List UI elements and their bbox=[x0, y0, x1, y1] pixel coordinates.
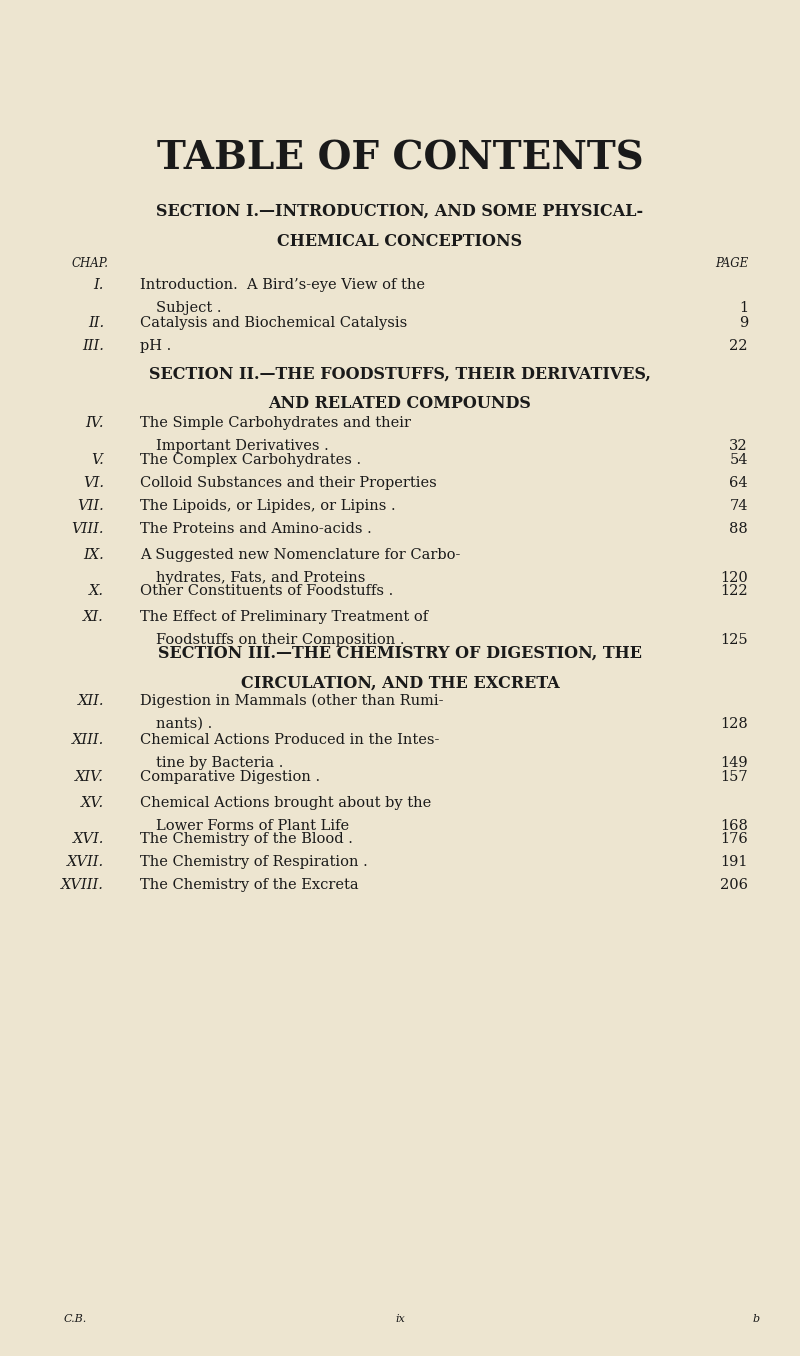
Text: tine by Bacteria .: tine by Bacteria . bbox=[156, 757, 283, 770]
Text: VIII.: VIII. bbox=[71, 522, 104, 536]
Text: 22: 22 bbox=[730, 339, 748, 353]
Text: The Effect of Preliminary Treatment of: The Effect of Preliminary Treatment of bbox=[140, 610, 428, 624]
Text: SECTION III.—THE CHEMISTRY OF DIGESTION, THE: SECTION III.—THE CHEMISTRY OF DIGESTION,… bbox=[158, 644, 642, 662]
Text: 157: 157 bbox=[720, 770, 748, 784]
Text: X.: X. bbox=[89, 584, 104, 598]
Text: 32: 32 bbox=[730, 439, 748, 453]
Text: II.: II. bbox=[88, 316, 104, 330]
Text: CHEMICAL CONCEPTIONS: CHEMICAL CONCEPTIONS bbox=[278, 232, 522, 250]
Text: ix: ix bbox=[395, 1314, 405, 1325]
Text: SECTION II.—THE FOODSTUFFS, THEIR DERIVATIVES,: SECTION II.—THE FOODSTUFFS, THEIR DERIVA… bbox=[149, 365, 651, 382]
Text: A Suggested new Nomenclature for Carbo-: A Suggested new Nomenclature for Carbo- bbox=[140, 548, 460, 561]
Text: Catalysis and Biochemical Catalysis: Catalysis and Biochemical Catalysis bbox=[140, 316, 407, 330]
Text: SECTION I.—INTRODUCTION, AND SOME PHYSICAL-: SECTION I.—INTRODUCTION, AND SOME PHYSIC… bbox=[157, 202, 643, 220]
Text: The Lipoids, or Lipides, or Lipins .: The Lipoids, or Lipides, or Lipins . bbox=[140, 499, 396, 513]
Text: 191: 191 bbox=[721, 856, 748, 869]
Text: Lower Forms of Plant Life: Lower Forms of Plant Life bbox=[156, 819, 349, 833]
Text: 125: 125 bbox=[720, 633, 748, 647]
Text: The Chemistry of Respiration .: The Chemistry of Respiration . bbox=[140, 856, 368, 869]
Text: VI.: VI. bbox=[83, 476, 104, 490]
Text: Colloid Substances and their Properties: Colloid Substances and their Properties bbox=[140, 476, 437, 490]
Text: 168: 168 bbox=[720, 819, 748, 833]
Text: The Complex Carbohydrates .: The Complex Carbohydrates . bbox=[140, 453, 361, 466]
Text: 1: 1 bbox=[739, 301, 748, 315]
Text: C.B.: C.B. bbox=[64, 1314, 87, 1325]
Text: V.: V. bbox=[91, 453, 104, 466]
Text: I.: I. bbox=[94, 278, 104, 292]
Text: CIRCULATION, AND THE EXCRETA: CIRCULATION, AND THE EXCRETA bbox=[241, 674, 559, 692]
Text: Chemical Actions Produced in the Intes-: Chemical Actions Produced in the Intes- bbox=[140, 734, 439, 747]
Text: The Proteins and Amino-acids .: The Proteins and Amino-acids . bbox=[140, 522, 372, 536]
Text: XV.: XV. bbox=[81, 796, 104, 810]
Text: VII.: VII. bbox=[78, 499, 104, 513]
Text: 206: 206 bbox=[720, 879, 748, 892]
Text: IV.: IV. bbox=[86, 416, 104, 430]
Text: XIII.: XIII. bbox=[72, 734, 104, 747]
Text: 176: 176 bbox=[720, 833, 748, 846]
Text: XVII.: XVII. bbox=[67, 856, 104, 869]
Text: Subject .: Subject . bbox=[156, 301, 222, 315]
Text: Digestion in Mammals (other than Rumi-: Digestion in Mammals (other than Rumi- bbox=[140, 694, 443, 708]
Text: 88: 88 bbox=[730, 522, 748, 536]
Text: 74: 74 bbox=[730, 499, 748, 513]
Text: nants) .: nants) . bbox=[156, 717, 212, 731]
Text: XIV.: XIV. bbox=[75, 770, 104, 784]
Text: Foodstuffs on their Composition .: Foodstuffs on their Composition . bbox=[156, 633, 405, 647]
Text: XII.: XII. bbox=[78, 694, 104, 708]
Text: The Simple Carbohydrates and their: The Simple Carbohydrates and their bbox=[140, 416, 411, 430]
Text: III.: III. bbox=[82, 339, 104, 353]
Text: AND RELATED COMPOUNDS: AND RELATED COMPOUNDS bbox=[269, 395, 531, 412]
Text: XVI.: XVI. bbox=[73, 833, 104, 846]
Text: 120: 120 bbox=[720, 571, 748, 584]
Text: 128: 128 bbox=[720, 717, 748, 731]
Text: b: b bbox=[753, 1314, 760, 1325]
Text: 149: 149 bbox=[720, 757, 748, 770]
Text: The Chemistry of the Blood .: The Chemistry of the Blood . bbox=[140, 833, 353, 846]
Text: XI.: XI. bbox=[83, 610, 104, 624]
Text: TABLE OF CONTENTS: TABLE OF CONTENTS bbox=[157, 140, 643, 178]
Text: The Chemistry of the Excreta: The Chemistry of the Excreta bbox=[140, 879, 358, 892]
Text: hydrates, Fats, and Proteins: hydrates, Fats, and Proteins bbox=[156, 571, 366, 584]
Text: IX.: IX. bbox=[83, 548, 104, 561]
Text: Important Derivatives .: Important Derivatives . bbox=[156, 439, 329, 453]
Text: 64: 64 bbox=[730, 476, 748, 490]
Text: Comparative Digestion .: Comparative Digestion . bbox=[140, 770, 320, 784]
Text: PAGE: PAGE bbox=[714, 256, 748, 270]
Text: 122: 122 bbox=[720, 584, 748, 598]
Text: Introduction.  A Bird’s-eye View of the: Introduction. A Bird’s-eye View of the bbox=[140, 278, 425, 292]
Text: 9: 9 bbox=[738, 316, 748, 330]
Text: pH .: pH . bbox=[140, 339, 171, 353]
Text: Chemical Actions brought about by the: Chemical Actions brought about by the bbox=[140, 796, 431, 810]
Text: Other Constituents of Foodstuffs .: Other Constituents of Foodstuffs . bbox=[140, 584, 394, 598]
Text: 54: 54 bbox=[730, 453, 748, 466]
Text: XVIII.: XVIII. bbox=[61, 879, 104, 892]
Text: CHAP.: CHAP. bbox=[72, 256, 109, 270]
